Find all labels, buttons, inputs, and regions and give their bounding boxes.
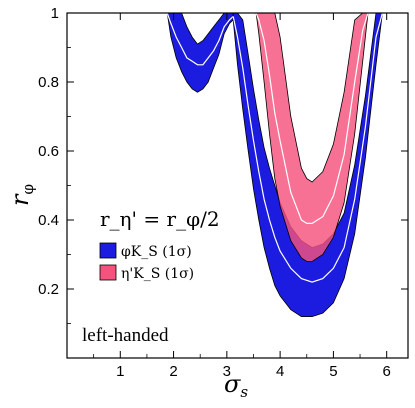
y-tick-label-0.6: 0.6 bbox=[38, 143, 59, 160]
x-tick-label-4: 4 bbox=[276, 363, 284, 380]
x-tick-label-1: 1 bbox=[116, 363, 124, 380]
central-line-phiks-2 bbox=[232, 13, 383, 283]
legend-label-phiks: φK_S (1σ) bbox=[121, 244, 192, 260]
annotation-left-handed: left-handed bbox=[82, 325, 169, 346]
band-phiks-1 bbox=[166, 13, 234, 93]
x-tick-label-3: 3 bbox=[223, 363, 231, 380]
x-axis-title-sub: s bbox=[240, 383, 248, 401]
band-etaks-1 bbox=[255, 13, 369, 262]
legend: r_η' = r_φ/2 φK_S (1σ) η'K_S (1σ) bbox=[99, 207, 220, 282]
legend-label-etaks: η'K_S (1σ) bbox=[121, 266, 194, 282]
legend-swatch-etaks bbox=[99, 264, 117, 281]
legend-heading: r_η' = r_φ/2 bbox=[100, 207, 220, 231]
y-axis-title-main: r bbox=[6, 193, 34, 206]
y-tick-label-0.2: 0.2 bbox=[38, 281, 59, 298]
x-tick-label-6: 6 bbox=[383, 363, 391, 380]
y-tick-label-0.4: 0.4 bbox=[38, 212, 59, 229]
y-axis-title: rφ bbox=[6, 184, 37, 206]
y-tick-label-0.8: 0.8 bbox=[38, 74, 59, 91]
legend-swatch-phiks bbox=[99, 242, 117, 259]
x-axis-title: σs bbox=[224, 370, 248, 401]
y-tick-label-1: 1 bbox=[51, 5, 59, 22]
y-axis-title-sub: φ bbox=[19, 184, 37, 195]
central-line-etaks-1 bbox=[255, 13, 369, 224]
x-tick-label-5: 5 bbox=[329, 363, 337, 380]
x-tick-label-2: 2 bbox=[169, 363, 177, 380]
central-line-phiks-1 bbox=[166, 13, 234, 66]
x-axis-title-main: σ bbox=[224, 370, 241, 398]
